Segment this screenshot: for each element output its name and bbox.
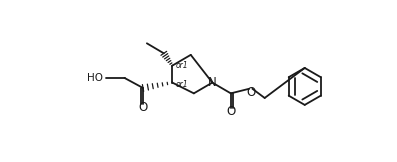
- Text: HO: HO: [87, 73, 103, 83]
- Text: N: N: [208, 76, 217, 89]
- Text: O: O: [139, 101, 148, 115]
- Text: O: O: [226, 105, 235, 118]
- Text: or1: or1: [175, 61, 188, 70]
- Text: O: O: [246, 86, 255, 99]
- Text: or1: or1: [175, 80, 188, 89]
